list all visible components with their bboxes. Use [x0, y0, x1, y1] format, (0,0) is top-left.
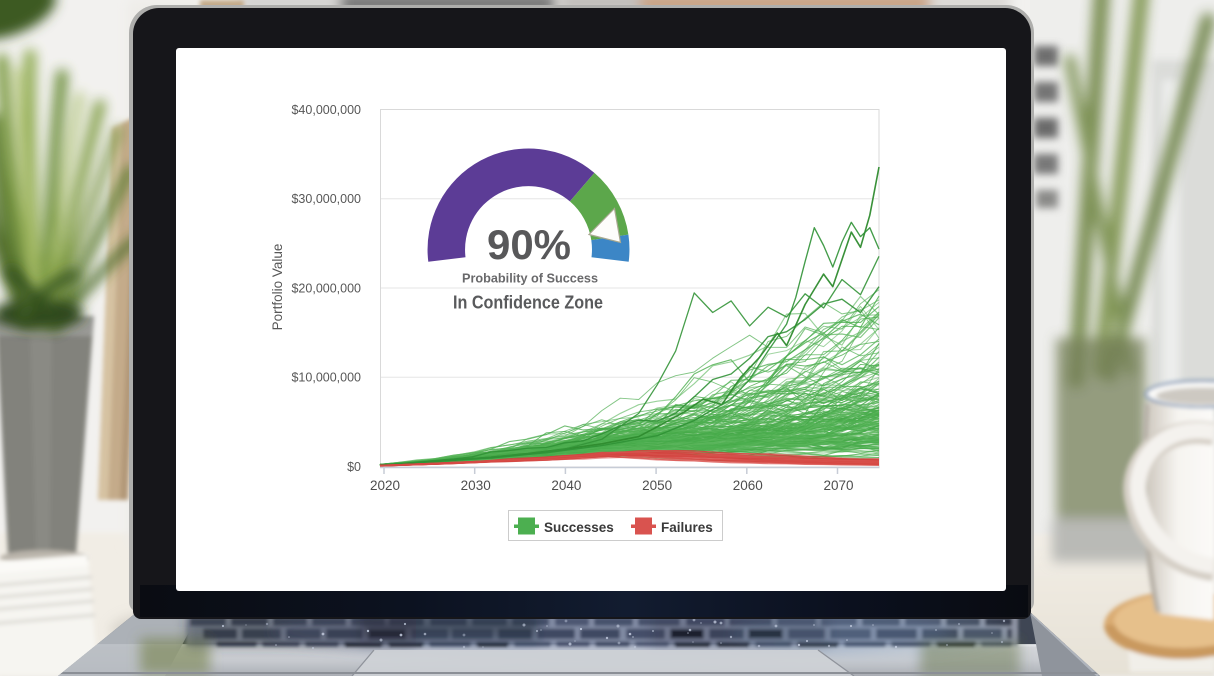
- svg-text:$0: $0: [347, 460, 361, 474]
- svg-text:$20,000,000: $20,000,000: [291, 282, 361, 296]
- svg-text:$10,000,000: $10,000,000: [291, 371, 361, 385]
- svg-text:Successes: Successes: [544, 520, 614, 535]
- svg-text:2060: 2060: [733, 478, 763, 493]
- svg-text:$30,000,000: $30,000,000: [291, 192, 361, 206]
- svg-text:In Confidence Zone: In Confidence Zone: [453, 293, 603, 313]
- svg-text:Failures: Failures: [661, 520, 713, 535]
- svg-text:90%: 90%: [487, 221, 571, 268]
- svg-text:2030: 2030: [461, 478, 491, 493]
- svg-text:Probability of Success: Probability of Success: [462, 272, 598, 286]
- svg-text:Portfolio Value: Portfolio Value: [270, 244, 285, 331]
- svg-text:2070: 2070: [823, 478, 853, 493]
- svg-text:$40,000,000: $40,000,000: [291, 103, 361, 117]
- svg-text:2040: 2040: [551, 478, 581, 493]
- svg-text:2050: 2050: [642, 478, 672, 493]
- svg-text:2020: 2020: [370, 478, 400, 493]
